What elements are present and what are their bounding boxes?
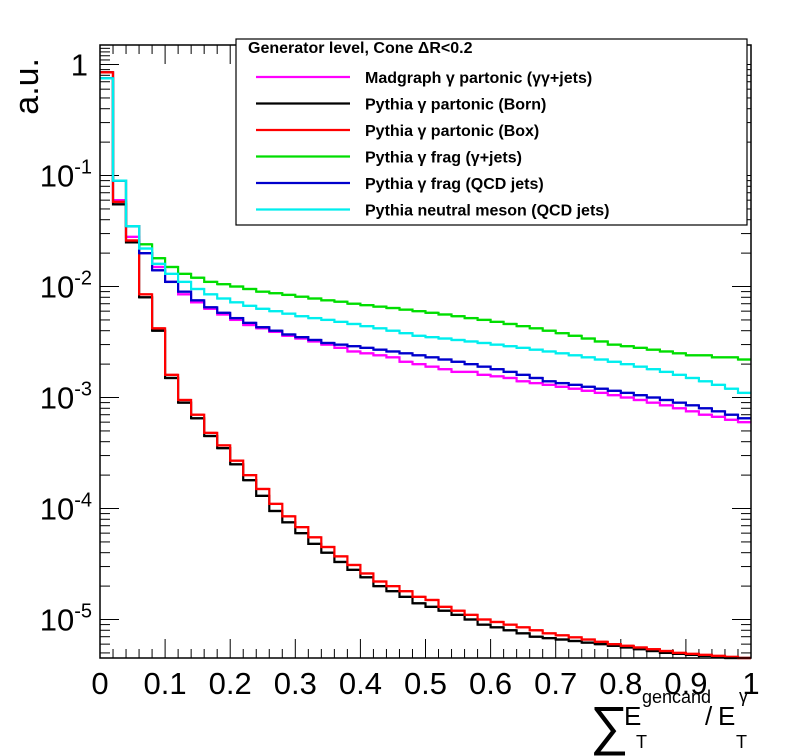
- x-tick-label: 0.9: [664, 666, 707, 701]
- legend-label: Pythia γ frag (γ+jets): [365, 150, 522, 167]
- y-tick-label: 10-4: [40, 490, 92, 527]
- series-line: [100, 71, 751, 660]
- x-tick-label: 0.3: [274, 666, 317, 701]
- y-tick-label: 10-3: [40, 379, 92, 416]
- x-axis-label-e1: E: [624, 701, 641, 731]
- x-tick-label: 0.5: [404, 666, 447, 701]
- series-6: [100, 77, 751, 395]
- legend-box: [235, 38, 748, 226]
- x-tick-label: 0.7: [534, 666, 577, 701]
- series-line: [100, 77, 751, 361]
- legend-label: Madgraph γ partonic (γγ+jets): [365, 70, 592, 87]
- x-tick-label: 0.2: [209, 666, 252, 701]
- series-2: [100, 71, 751, 660]
- series-line: [100, 71, 751, 424]
- y-tick-label: 10-1: [40, 157, 92, 194]
- legend-title: Generator level, Cone ΔR<0.2: [248, 40, 473, 57]
- x-tick-label: 0: [91, 666, 108, 701]
- y-tick-label: 10-2: [40, 268, 92, 305]
- x-tick-label: 0.8: [599, 666, 642, 701]
- legend: Generator level, Cone ΔR<0.2 Madgraph γ …: [235, 38, 748, 226]
- x-axis-label-sub2: T: [736, 732, 747, 752]
- series-line: [100, 77, 751, 420]
- x-tick-label: 0.4: [339, 666, 382, 701]
- x-axis-label: ∑ E gencand T / E γ T: [590, 686, 748, 756]
- x-axis-label-sup1: gencand: [642, 687, 711, 707]
- series-line: [100, 77, 751, 394]
- x-axis-label-slash: /: [705, 701, 713, 731]
- series-line: [100, 71, 751, 660]
- series-3: [100, 71, 751, 660]
- legend-entries: Madgraph γ partonic (γγ+jets) Pythia γ pa…: [256, 70, 610, 220]
- series-1: [100, 71, 751, 424]
- y-tick-label: 1: [71, 48, 88, 83]
- series-5: [100, 77, 751, 420]
- series-layer: [100, 71, 751, 660]
- legend-label: Pythia γ partonic (Box): [365, 123, 539, 140]
- x-axis-label-sup2: γ: [739, 686, 748, 706]
- legend-label: Pythia γ frag (QCD jets): [365, 176, 544, 193]
- y-tick-label: 10-5: [40, 601, 92, 638]
- legend-label: Pythia γ partonic (Born): [365, 97, 546, 114]
- x-tick-label: 1: [742, 666, 759, 701]
- x-tick-label: 0.6: [469, 666, 512, 701]
- x-axis-label-sum: ∑: [590, 696, 629, 756]
- x-axis-label-sub1: T: [636, 732, 647, 752]
- y-axis-label: a.u.: [8, 58, 46, 115]
- x-axis-label-e2: E: [718, 701, 735, 731]
- x-tick-label: 0.1: [144, 666, 187, 701]
- legend-label: Pythia neutral meson (QCD jets): [365, 203, 610, 220]
